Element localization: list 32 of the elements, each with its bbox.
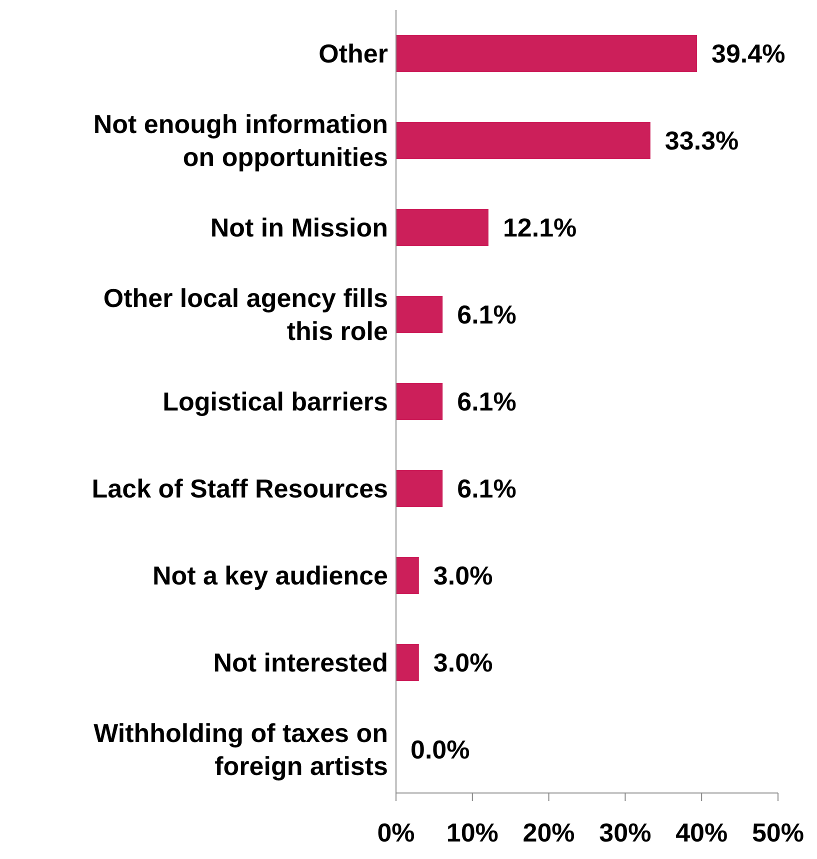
x-tick-label: 50% <box>752 817 804 848</box>
y-tick-label: Lack of Staff Resources <box>92 474 388 504</box>
y-tick-label: Not in Mission <box>210 212 388 242</box>
y-tick-label: Logistical barriers <box>162 386 388 416</box>
x-tick-label: 30% <box>599 817 652 848</box>
y-tick-label: Other local agency fills this role <box>103 283 388 346</box>
bar <box>396 122 650 159</box>
x-tick-label: 40% <box>676 817 728 848</box>
data-label: 3.0% <box>433 648 493 678</box>
bar <box>396 470 443 507</box>
data-label: 6.1% <box>457 300 516 330</box>
data-label: 39.4% <box>712 38 786 69</box>
data-label: 12.1% <box>502 212 577 243</box>
y-tick-label: Not enough information on opportunities <box>93 109 388 172</box>
bar <box>396 644 419 681</box>
data-label: 3.0% <box>433 560 493 591</box>
bar <box>396 296 443 333</box>
data-label: 33.3% <box>664 126 739 156</box>
bar <box>396 35 698 72</box>
y-tick-label: Withholding of taxes on foreign artists <box>94 718 388 781</box>
y-tick-label: Other <box>318 38 388 68</box>
x-tick-label: 10% <box>446 817 498 848</box>
y-tick-label: Not interested <box>213 648 388 678</box>
bar <box>396 557 419 594</box>
data-label: 6.1% <box>457 386 516 417</box>
x-tick-label: 0% <box>377 817 415 848</box>
bar <box>396 383 443 420</box>
y-tick-label: Not a key audience <box>152 560 388 590</box>
data-label: 6.1% <box>457 474 516 504</box>
data-label: 0.0% <box>410 734 470 765</box>
bar <box>396 209 488 246</box>
x-tick-label: 20% <box>522 817 575 848</box>
